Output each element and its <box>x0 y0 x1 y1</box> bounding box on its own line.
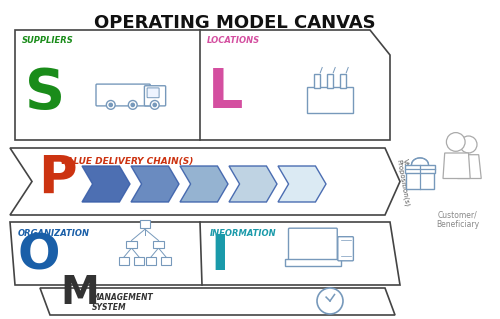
Text: OPERATING MODEL CANVAS: OPERATING MODEL CANVAS <box>94 14 376 32</box>
Bar <box>406 172 434 189</box>
FancyBboxPatch shape <box>147 88 159 98</box>
Polygon shape <box>443 153 470 179</box>
Circle shape <box>317 288 343 314</box>
Circle shape <box>460 136 477 153</box>
FancyBboxPatch shape <box>285 259 341 266</box>
FancyBboxPatch shape <box>288 228 337 260</box>
Polygon shape <box>82 166 130 202</box>
Bar <box>327 74 333 88</box>
Polygon shape <box>40 288 395 315</box>
Bar <box>404 165 436 173</box>
Circle shape <box>106 100 115 109</box>
Circle shape <box>446 133 465 151</box>
Polygon shape <box>10 222 400 285</box>
Bar <box>161 257 171 264</box>
Circle shape <box>109 103 112 107</box>
Text: Customer/
Beneficiary: Customer/ Beneficiary <box>436 210 480 229</box>
Bar <box>140 220 150 228</box>
Circle shape <box>153 103 156 107</box>
Text: P: P <box>38 153 76 205</box>
Text: L: L <box>208 66 244 120</box>
Text: I: I <box>210 232 229 280</box>
Circle shape <box>150 100 159 109</box>
Bar <box>146 257 156 264</box>
Bar <box>340 74 346 88</box>
FancyBboxPatch shape <box>144 86 166 106</box>
Polygon shape <box>10 148 400 215</box>
Text: S: S <box>25 66 65 120</box>
Text: Value
Proposition(s): Value Proposition(s) <box>395 158 416 207</box>
Polygon shape <box>229 166 277 202</box>
Bar <box>134 257 144 264</box>
Text: MANAGEMENT
SYSTEM: MANAGEMENT SYSTEM <box>92 293 154 312</box>
FancyBboxPatch shape <box>96 84 150 106</box>
Bar <box>314 74 320 88</box>
Polygon shape <box>131 166 179 202</box>
Polygon shape <box>458 155 481 179</box>
Text: INFORMATION: INFORMATION <box>210 229 276 238</box>
Text: VALUE DELIVERY CHAIN(S): VALUE DELIVERY CHAIN(S) <box>60 157 194 166</box>
Polygon shape <box>278 166 326 202</box>
Text: M: M <box>60 274 99 312</box>
Text: LOCATIONS: LOCATIONS <box>207 36 260 45</box>
Bar <box>153 241 164 248</box>
Bar <box>126 241 137 248</box>
Text: ORGANIZATION: ORGANIZATION <box>18 229 90 238</box>
Circle shape <box>131 103 134 107</box>
Polygon shape <box>180 166 228 202</box>
Bar <box>119 257 129 264</box>
Text: O: O <box>18 232 60 280</box>
Polygon shape <box>15 30 390 140</box>
FancyBboxPatch shape <box>338 237 353 261</box>
Circle shape <box>128 100 137 109</box>
Text: SUPPLIERS: SUPPLIERS <box>22 36 74 45</box>
Bar <box>307 87 353 113</box>
